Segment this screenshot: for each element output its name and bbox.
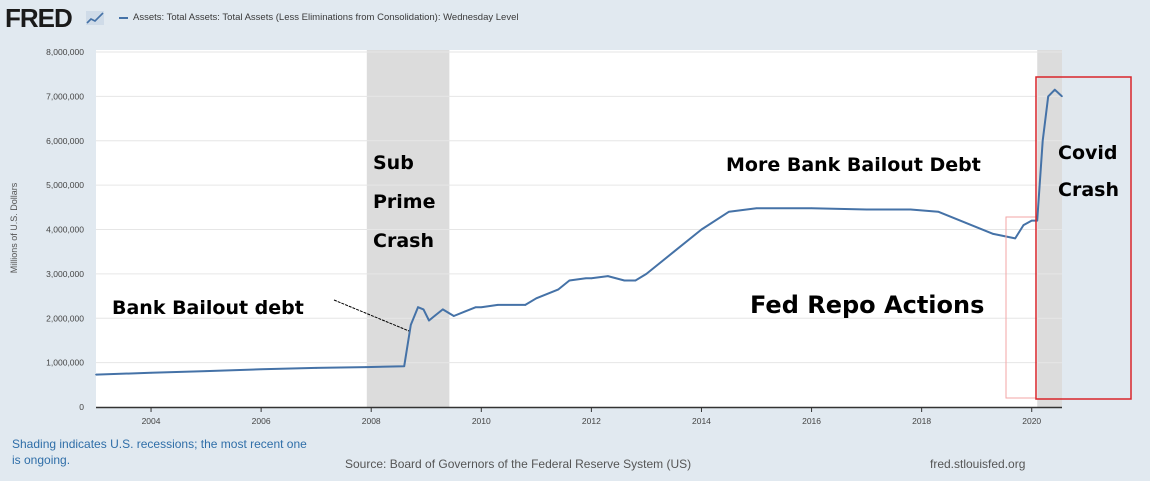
x-tick-label: 2012: [582, 416, 601, 426]
data-point: [260, 368, 262, 371]
data-point: [1041, 139, 1044, 142]
data-point: [524, 304, 527, 306]
data-point: [673, 250, 675, 253]
annotation-subprime-2: Prime: [373, 191, 436, 213]
data-point: [422, 308, 425, 311]
data-point: [700, 228, 703, 231]
x-tick-label: 2004: [142, 416, 161, 426]
data-point: [645, 273, 648, 275]
fred-logo-graph-icon: [86, 11, 104, 25]
legend-line-swatch: [119, 16, 128, 19]
data-point: [364, 366, 367, 368]
data-point: [728, 210, 730, 213]
recession-band-0: [366, 50, 450, 407]
fred-logo: FRED: [5, 3, 73, 33]
data-point: [992, 233, 994, 235]
chart-header: FRED Assets: Total Assets: Total Assets …: [0, 0, 1150, 40]
data-point: [497, 304, 499, 306]
x-tick-label: 2010: [472, 416, 491, 426]
data-point: [585, 277, 587, 280]
data-point: [810, 207, 813, 209]
y-axis-label: Millions of U.S. Dollars: [9, 182, 19, 273]
y-tick-label: 8,000,000: [46, 47, 84, 57]
data-point: [95, 373, 97, 376]
y-tick-label: 1,000,000: [46, 358, 84, 368]
covid-highlight-box: [1035, 76, 1132, 400]
data-point: [315, 367, 317, 369]
data-point: [1054, 88, 1056, 91]
annotation-subprime-1: Sub: [373, 152, 414, 174]
y-tick-label: 7,000,000: [46, 91, 84, 101]
plot-background: [96, 50, 1062, 407]
data-point: [590, 277, 593, 280]
y-tick-label: 4,000,000: [46, 225, 84, 235]
data-point: [150, 372, 152, 374]
y-tick-label: 6,000,000: [46, 136, 84, 146]
data-point: [1036, 219, 1039, 222]
data-point: [755, 207, 758, 209]
data-point: [463, 310, 466, 313]
source-credit: Source: Board of Governors of the Federa…: [345, 457, 692, 471]
data-point: [634, 279, 637, 282]
data-point: [623, 279, 626, 282]
annotation-bank-bailout: Bank Bailout debt: [112, 297, 304, 319]
data-point: [417, 306, 419, 308]
recession-shading-note: Shading indicates U.S. recessions; the m…: [12, 437, 307, 467]
x-tick-label: 2014: [692, 416, 711, 426]
annotation-covid-2: Crash: [1058, 179, 1119, 201]
data-point: [1022, 224, 1025, 226]
data-point: [865, 208, 868, 211]
annotation-covid-1: Covid: [1058, 142, 1118, 164]
annotation-more-bailout: More Bank Bailout Debt: [726, 154, 981, 176]
series-legend[interactable]: Assets: Total Assets: Total Assets (Less…: [119, 12, 518, 23]
data-point: [964, 222, 967, 224]
data-point: [403, 365, 406, 367]
data-point: [937, 210, 939, 213]
recession-band-1: [1037, 50, 1062, 407]
x-tick-label: 2008: [362, 416, 381, 426]
data-point: [428, 319, 430, 322]
data-point: [441, 308, 444, 311]
data-point: [474, 306, 477, 308]
data-point: [452, 315, 455, 317]
fred-url[interactable]: fred.stlouisfed.org: [930, 457, 1026, 471]
data-point: [1030, 219, 1033, 222]
y-tick-label: 2,000,000: [46, 313, 84, 323]
data-point: [480, 306, 483, 308]
data-point: [205, 370, 207, 372]
x-tick-label: 2016: [802, 416, 821, 426]
data-point: [410, 324, 412, 326]
data-point: [557, 288, 560, 291]
x-tick-label: 2006: [252, 416, 271, 426]
data-point: [607, 275, 609, 277]
data-point: [535, 297, 538, 300]
data-point: [1061, 95, 1063, 98]
y-tick-label: 5,000,000: [46, 180, 84, 190]
legend-label: Assets: Total Assets: Total Assets (Less…: [133, 12, 519, 23]
data-point: [433, 315, 436, 317]
data-point: [909, 208, 912, 211]
bailout-pointer-line: [333, 299, 410, 332]
y-tick-label: 0: [79, 402, 84, 412]
x-tick-label: 2018: [912, 416, 931, 426]
annotation-subprime-3: Crash: [373, 230, 434, 252]
annotation-repo: Fed Repo Actions: [750, 291, 984, 319]
x-tick-label: 2020: [1022, 416, 1041, 426]
data-point: [1014, 237, 1017, 240]
data-point: [568, 279, 571, 282]
y-tick-label: 3,000,000: [46, 269, 84, 279]
data-point: [1047, 95, 1050, 98]
series-line-0: [95, 88, 1063, 376]
